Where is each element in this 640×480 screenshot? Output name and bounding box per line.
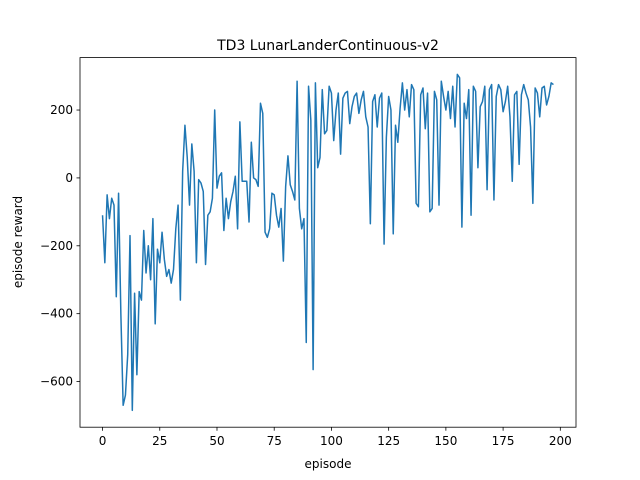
x-axis-label: episode [305, 457, 352, 471]
x-tick-label: 75 [267, 434, 282, 448]
x-tick-label: 25 [152, 434, 167, 448]
y-axis-label: episode reward [11, 196, 25, 288]
axes-frame [79, 57, 577, 428]
x-tick-label: 0 [99, 434, 107, 448]
y-tick-label: −400 [40, 307, 73, 321]
y-tick-label: 200 [50, 103, 73, 117]
x-tick-label: 125 [377, 434, 400, 448]
chart-title: TD3 LunarLanderContinuous-v2 [216, 38, 439, 54]
y-tick-label: 0 [65, 171, 73, 185]
x-tick-label: 50 [209, 434, 224, 448]
x-tick-label: 200 [549, 434, 572, 448]
y-tick-label: −200 [40, 239, 73, 253]
series-line [101, 73, 554, 412]
x-tick-label: 150 [434, 434, 457, 448]
x-tick-label: 100 [320, 434, 343, 448]
x-tick-label: 175 [492, 434, 515, 448]
y-tick-label: −600 [40, 375, 73, 389]
